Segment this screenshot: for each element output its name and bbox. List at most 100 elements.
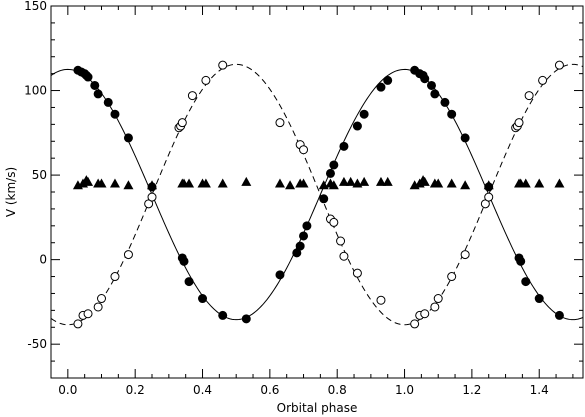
open-circle-point [218,60,228,70]
filled-triangle-point [483,180,494,190]
model-curves [50,63,584,326]
filled-triangle-point [123,180,134,190]
filled-circle-point [440,97,450,107]
filled-triangle-point [534,178,545,188]
filled-triangle-point [433,178,444,188]
filled-circle-point [516,256,526,266]
filled-circle-point [430,89,440,99]
open-circle-point [352,268,362,278]
filled-circle-point [93,89,103,99]
open-circle-point [447,272,457,282]
filled-triangle-point [446,178,457,188]
filled-circle-point [460,133,470,143]
filled-circle-point [319,194,329,204]
filled-triangle-point [274,178,285,188]
open-circle-point [339,251,349,261]
open-circle-point [201,75,211,85]
y-tick-label: 150 [24,0,47,13]
open-circle-point [410,319,420,329]
open-circle-point [460,250,470,260]
open-circle-point [484,192,494,202]
open-circle-point [299,145,309,155]
filled-circle-point [179,256,189,266]
filled-circle-point [325,168,335,178]
x-tick-label: 0.6 [260,383,279,397]
filled-triangle-point [109,178,120,188]
data-markers [72,60,565,329]
open-circle-point [123,250,133,260]
y-axis-title: V (km/s) [4,167,18,217]
filled-triangle-point [200,178,211,188]
filled-triangle-point [96,178,107,188]
x-tick-labels: 0.0 0.2 0.4 0.6 0.8 1.0 1.2 1.4 [58,383,548,397]
open-circle-point [430,302,440,312]
filled-triangle-point [328,180,339,190]
open-circle-point [147,192,157,202]
x-tick-label: 1.4 [530,383,549,397]
y-tick-label: 50 [32,168,47,182]
filled-triangle-point [375,176,386,186]
open-circle-point [83,309,93,319]
filled-circle-point [534,294,544,304]
filled-circle-point [299,231,309,241]
filled-triangle-point [217,178,228,188]
plot-frame [50,5,584,379]
filled-triangle-point [345,176,356,186]
filled-circle-point [295,241,305,251]
filled-triangle-point [83,176,94,186]
filled-triangle-point [298,178,309,188]
open-circle-point [420,309,430,319]
filled-triangle-point [241,176,252,186]
open-circle-point [538,75,548,85]
y-tick-label: 0 [39,253,47,267]
filled-circle-point [352,121,362,131]
filled-circle-point [123,133,133,143]
filled-circle-point [521,277,531,287]
filled-triangle-point [554,178,565,188]
filled-circle-point [110,109,120,119]
filled-circle-point [90,80,100,90]
filled-circle-point [241,314,251,324]
filled-triangle-point [184,178,195,188]
filled-circle-point [447,109,457,119]
x-tick-label: 0.8 [328,383,347,397]
filled-circle-point [83,72,93,82]
filled-circle-point [420,74,430,84]
x-tick-label: 0.4 [193,383,212,397]
x-axis-title: Orbital phase [277,401,358,415]
filled-circle-point [339,141,349,151]
filled-triangle-point [419,176,430,186]
filled-triangle-point [285,180,296,190]
filled-triangle-point [382,176,393,186]
filled-circle-point [275,270,285,280]
filled-circle-point [103,97,113,107]
filled-circle-point [426,80,436,90]
filled-circle-point [218,310,228,320]
filled-circle-point [184,277,194,287]
open-circle-point [433,294,443,304]
x-tick-label: 0.2 [126,383,145,397]
open-circle-point [93,302,103,312]
y-tick-label: -50 [27,337,47,351]
axis-ticks [51,5,583,379]
filled-circle-point [376,82,386,92]
filled-triangle-point [338,176,349,186]
open-circle-point [554,60,564,70]
filled-circle-point [359,109,369,119]
open-circle-point [275,118,285,128]
open-circle-point [514,118,524,128]
filled-circle-point [302,221,312,231]
y-tick-label: 100 [24,84,47,98]
open-circle-point [110,272,120,282]
open-circle-point [177,118,187,128]
dashed-model-curve [50,63,584,326]
filled-circle-point [198,294,208,304]
solid-model-curve [50,68,584,321]
y-tick-labels: -50 0 50 100 150 [24,0,47,351]
open-circle-point [97,294,107,304]
open-circle-point [329,217,339,227]
open-circle-point [73,319,83,329]
open-circle-point [524,91,534,101]
filled-circle-point [383,75,393,85]
